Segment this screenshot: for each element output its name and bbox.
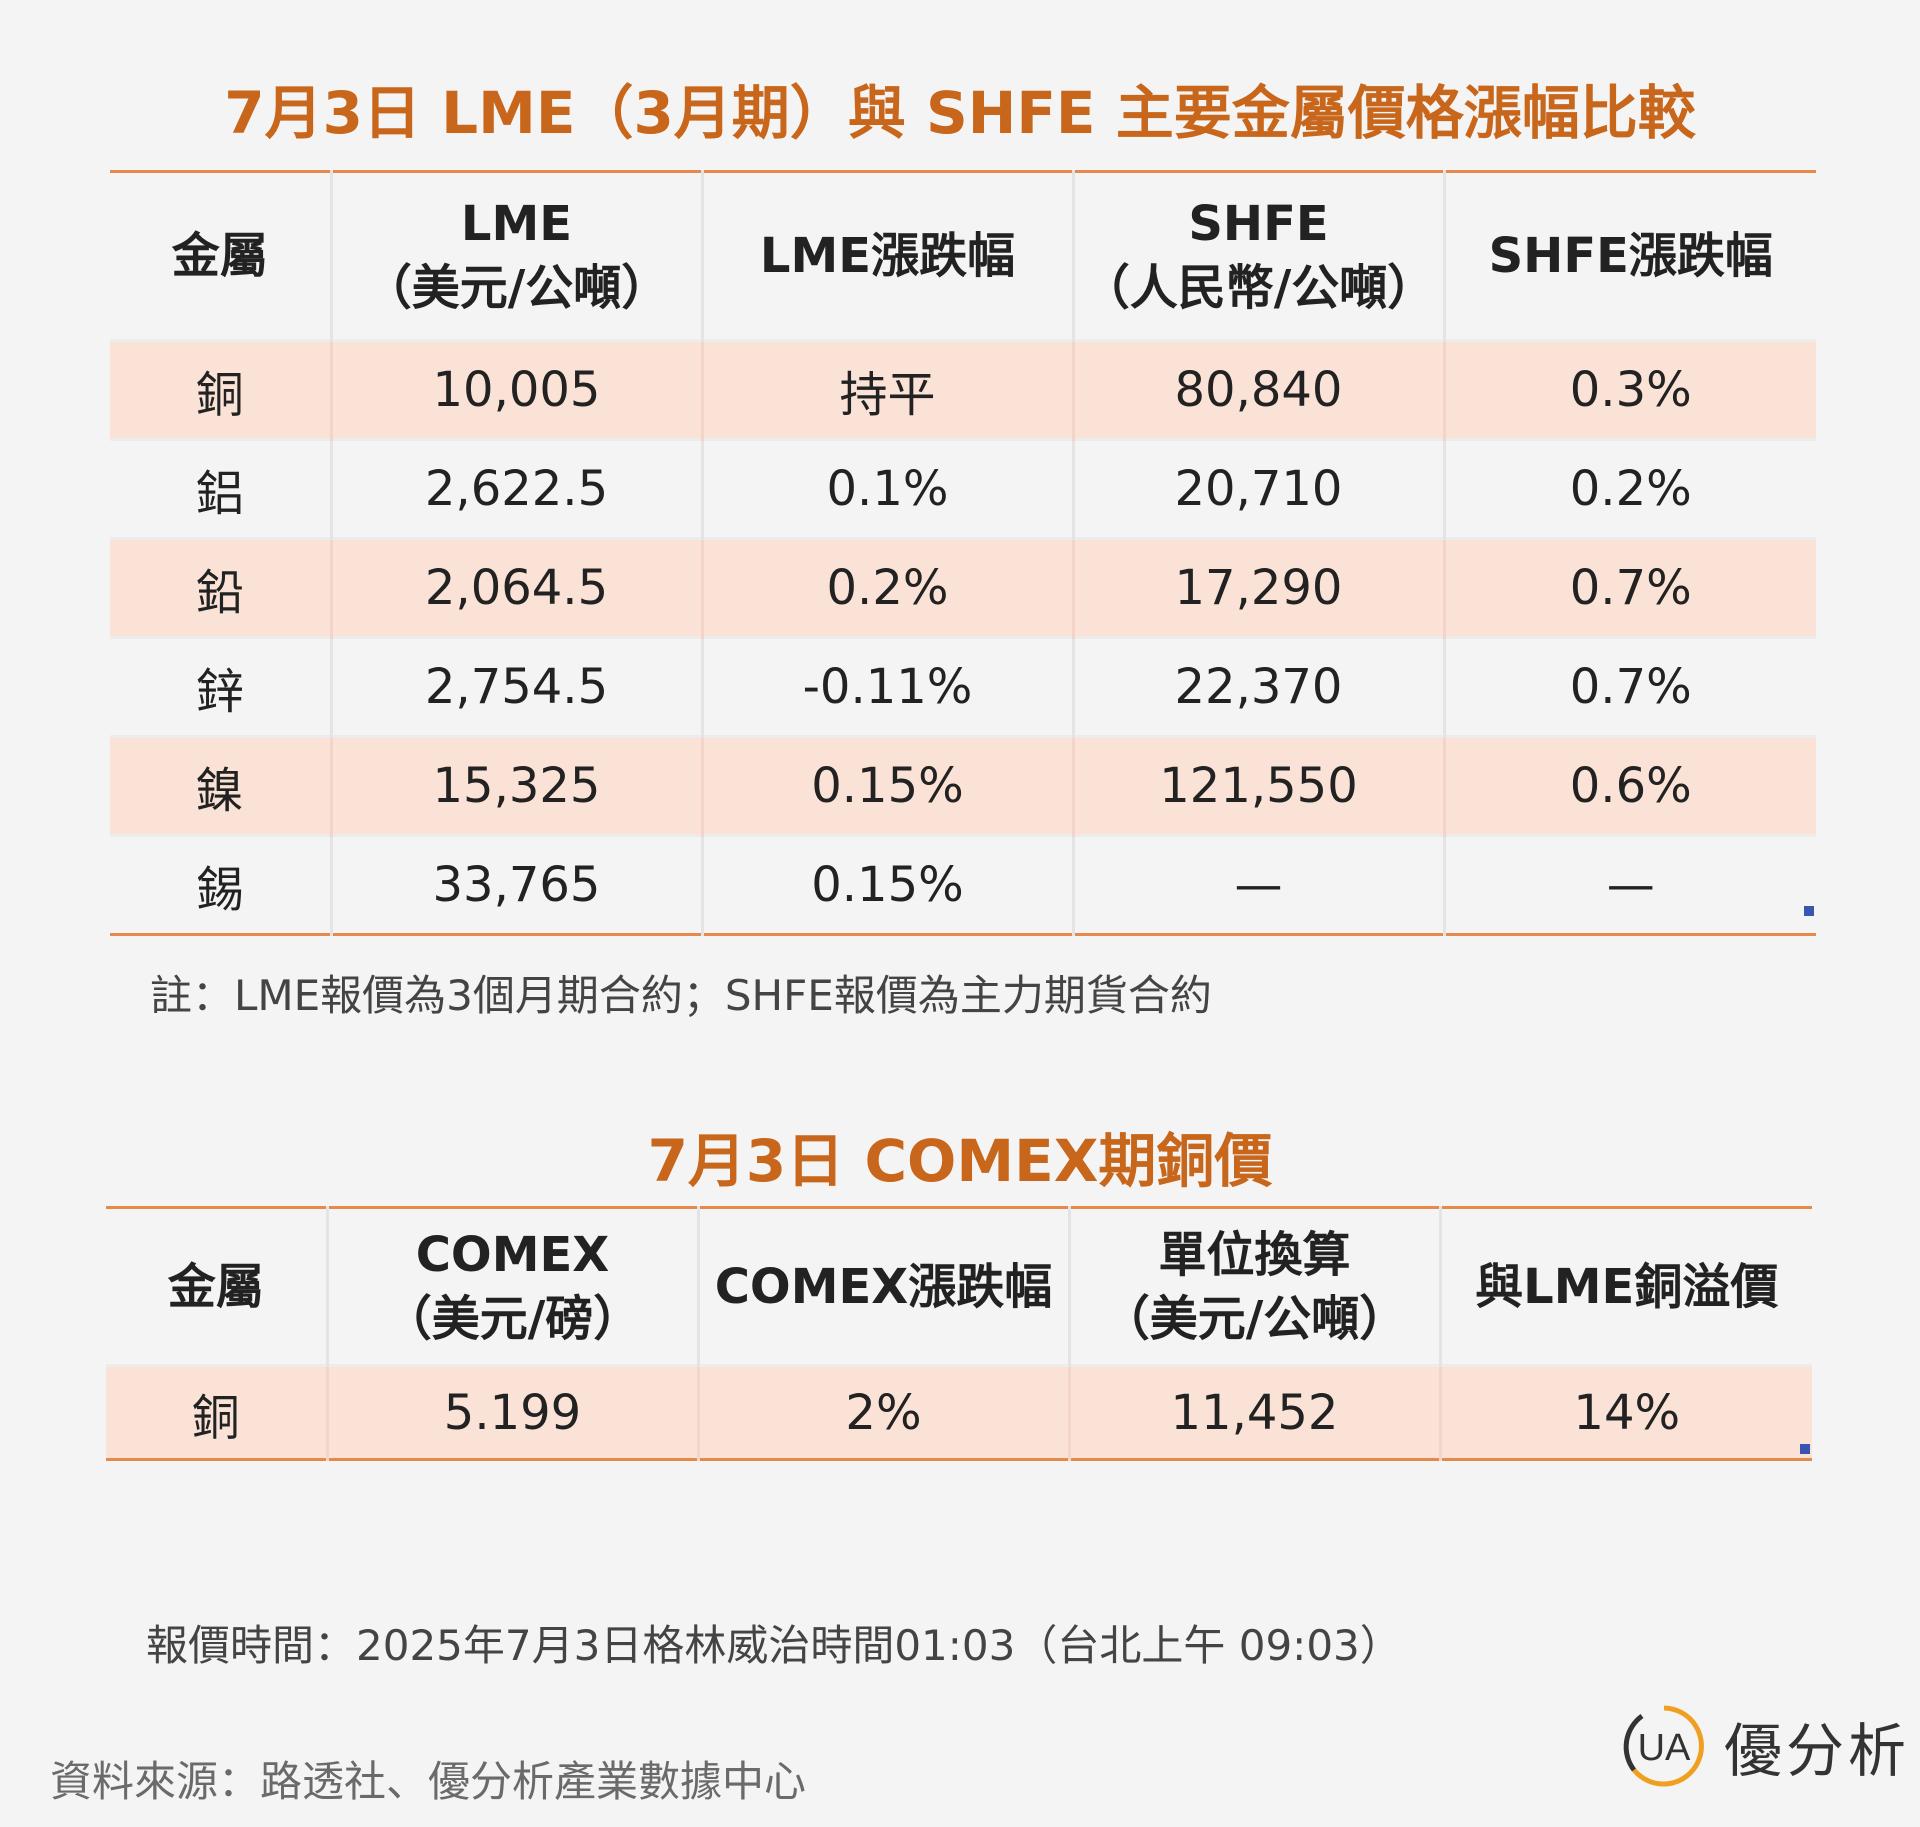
cell-shfe-change: 0.2% bbox=[1442, 439, 1816, 539]
cell-metal: 鋅 bbox=[195, 664, 244, 720]
logo-letters: UA bbox=[1638, 1727, 1691, 1769]
data-source: 資料來源：路透社、優分析產業數據中心 bbox=[50, 1757, 807, 1806]
brand-name: 優分析 bbox=[1724, 1717, 1911, 1785]
table-row: 鋅 2,754.5 -0.11% 22,370 0.7% bbox=[110, 637, 1816, 737]
header-unit-conversion: 單位換算 （美元/公噸） bbox=[1067, 1207, 1440, 1366]
cell-shfe-change: 0.7% bbox=[1442, 538, 1816, 638]
table-resize-handle bbox=[1804, 906, 1814, 916]
cell-shfe-price: 121,550 bbox=[1071, 736, 1444, 836]
header-lme-premium: 與LME銅溢價 bbox=[1438, 1207, 1812, 1366]
cell-metal: 錫 bbox=[195, 862, 244, 918]
cell-metal: 鋁 bbox=[195, 466, 244, 522]
table-row: 銅 10,005 持平 80,840 0.3% bbox=[110, 340, 1816, 440]
cell-lme-premium: 14% bbox=[1438, 1365, 1812, 1460]
cell-comex-price: 5.199 bbox=[325, 1365, 698, 1460]
cell-shfe-price: 20,710 bbox=[1071, 439, 1444, 539]
cell-comex-change: 2% bbox=[696, 1365, 1069, 1460]
cell-lme-price: 15,325 bbox=[329, 736, 702, 836]
header-lme-price: LME （美元/公噸） bbox=[329, 171, 702, 341]
cell-metal: 銅 bbox=[191, 1389, 240, 1446]
cell-lme-price: 2,754.5 bbox=[329, 637, 702, 737]
lme-shfe-price-table: 金屬 LME （美元/公噸） LME漲跌幅 SHFE （人民幣/公噸） SHFE漲跌… bbox=[110, 170, 1816, 936]
table-row: 鉛 2,064.5 0.2% 17,290 0.7% bbox=[110, 538, 1816, 638]
cell-converted-price: 11,452 bbox=[1067, 1365, 1440, 1460]
cell-metal: 鎳 bbox=[195, 763, 244, 819]
brand-logo: UA 優分析 bbox=[1620, 1702, 1910, 1790]
quote-time: 報價時間：2025年7月3日格林威治時間01:03（台北上午 09:03） bbox=[146, 1621, 1402, 1670]
cell-lme-change: 持平 bbox=[700, 340, 1073, 440]
cell-shfe-change: 0.3% bbox=[1442, 340, 1816, 440]
cell-lme-change: 0.15% bbox=[700, 835, 1073, 935]
table-row: 鎳 15,325 0.15% 121,550 0.6% bbox=[110, 736, 1816, 836]
cell-lme-change: -0.11% bbox=[700, 637, 1073, 737]
comex-table-title: 7月3日 COMEX期銅價 bbox=[647, 1127, 1273, 1195]
cell-lme-change: 0.1% bbox=[700, 439, 1073, 539]
header-metal: 金屬 bbox=[167, 1258, 264, 1315]
cell-shfe-change: — bbox=[1442, 835, 1816, 935]
table-header-row: 金屬 COMEX （美元/磅） COMEX漲跌幅 單位換算 （美元/公噸） 與LME… bbox=[106, 1207, 1812, 1366]
cell-shfe-change: 0.7% bbox=[1442, 637, 1816, 737]
header-shfe-price: SHFE （人民幣/公噸） bbox=[1071, 171, 1444, 341]
header-shfe-change: SHFE漲跌幅 bbox=[1442, 171, 1816, 341]
header-comex-change: COMEX漲跌幅 bbox=[696, 1207, 1069, 1366]
table-row: 錫 33,765 0.15% — — bbox=[110, 835, 1816, 935]
cell-lme-change: 0.2% bbox=[700, 538, 1073, 638]
cell-lme-price: 10,005 bbox=[329, 340, 702, 440]
cell-shfe-price: 80,840 bbox=[1071, 340, 1444, 440]
table-header-row: 金屬 LME （美元/公噸） LME漲跌幅 SHFE （人民幣/公噸） SHFE漲跌… bbox=[110, 171, 1816, 341]
comex-copper-table: 金屬 COMEX （美元/磅） COMEX漲跌幅 單位換算 （美元/公噸） 與LME… bbox=[106, 1206, 1812, 1461]
table-row: 銅 5.199 2% 11,452 14% bbox=[106, 1365, 1812, 1460]
lme-shfe-table-title: 7月3日 LME（3月期）與 SHFE 主要金屬價格漲幅比較 bbox=[224, 79, 1696, 147]
cell-shfe-change: 0.6% bbox=[1442, 736, 1816, 836]
header-metal: 金屬 bbox=[171, 228, 268, 284]
cell-shfe-price: 22,370 bbox=[1071, 637, 1444, 737]
table-row: 鋁 2,622.5 0.1% 20,710 0.2% bbox=[110, 439, 1816, 539]
cell-metal: 鉛 bbox=[195, 565, 244, 621]
cell-lme-price: 2,064.5 bbox=[329, 538, 702, 638]
cell-lme-change: 0.15% bbox=[700, 736, 1073, 836]
header-comex-price: COMEX （美元/磅） bbox=[325, 1207, 698, 1366]
table-footnote: 註：LME報價為3個月期合約；SHFE報價為主力期貨合約 bbox=[150, 971, 1212, 1020]
cell-shfe-price: — bbox=[1071, 835, 1444, 935]
cell-lme-price: 33,765 bbox=[329, 835, 702, 935]
cell-lme-price: 2,622.5 bbox=[329, 439, 702, 539]
cell-metal: 銅 bbox=[195, 367, 244, 423]
ua-logo-icon: UA bbox=[1623, 1705, 1704, 1787]
header-lme-change: LME漲跌幅 bbox=[700, 171, 1073, 341]
table-resize-handle bbox=[1800, 1444, 1810, 1454]
cell-shfe-price: 17,290 bbox=[1071, 538, 1444, 638]
